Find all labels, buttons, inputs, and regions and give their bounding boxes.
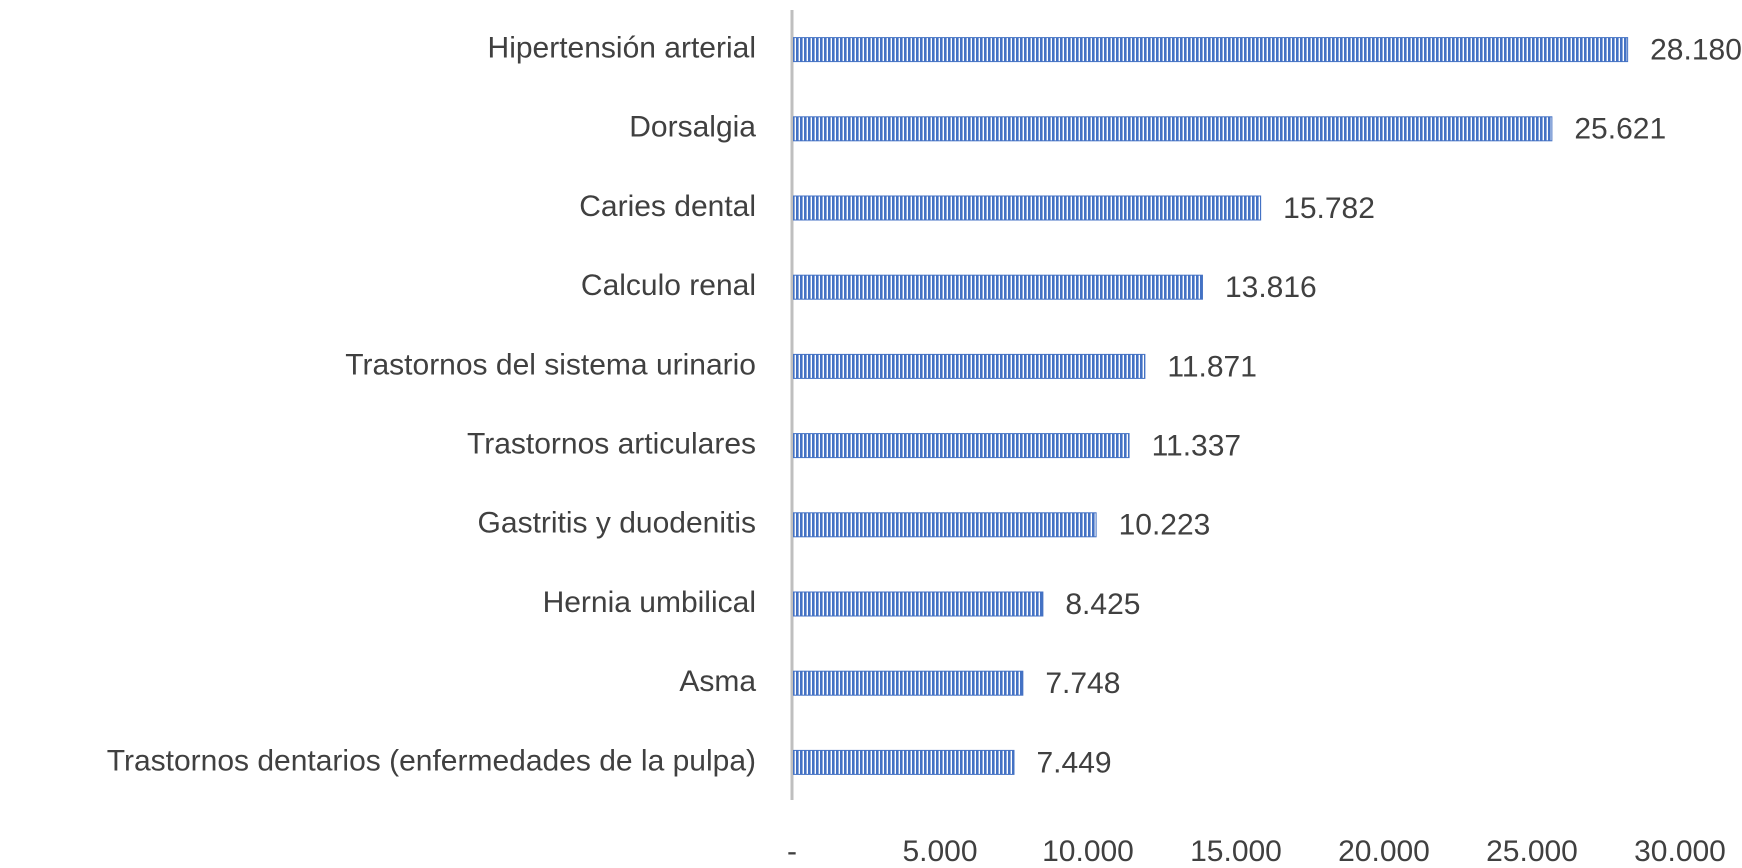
x-tick-label: 20.000 (1338, 835, 1430, 868)
y-tick-label: Gastritis y duodenitis (478, 507, 756, 540)
bar (793, 749, 1015, 775)
data-label: 7.449 (1036, 746, 1111, 779)
data-label: 13.816 (1225, 271, 1317, 304)
y-tick-label: Caries dental (579, 190, 756, 223)
data-label: 10.223 (1119, 509, 1211, 542)
y-tick-label: Calculo renal (581, 269, 756, 302)
y-tick-label: Trastornos dentarios (enfermedades de la… (107, 744, 756, 777)
y-tick-label: Hernia umbilical (543, 586, 756, 619)
bar (793, 195, 1262, 221)
bar (793, 116, 1553, 142)
data-label: 8.425 (1065, 588, 1140, 621)
x-tick-label: 5.000 (902, 835, 977, 868)
bar (793, 591, 1044, 617)
x-tick-label: 25.000 (1486, 835, 1578, 868)
y-tick-label: Hipertensión arterial (488, 32, 756, 65)
x-tick-label: 10.000 (1042, 835, 1134, 868)
bar (793, 670, 1024, 696)
bar (793, 512, 1097, 538)
y-tick-label: Asma (679, 665, 756, 698)
data-label: 7.748 (1045, 667, 1120, 700)
y-tick-label: Dorsalgia (629, 111, 756, 144)
data-label: 25.621 (1574, 113, 1666, 146)
data-label: 28.180 (1650, 34, 1742, 67)
data-label: 11.337 (1152, 430, 1242, 463)
data-label: 15.782 (1283, 192, 1375, 225)
bar (793, 37, 1629, 63)
x-tick-label: 15.000 (1190, 835, 1282, 868)
x-tick-label: 30.000 (1634, 835, 1726, 868)
bar (793, 433, 1130, 459)
bar (793, 353, 1146, 379)
y-tick-label: Trastornos del sistema urinario (345, 348, 756, 381)
y-tick-label: Trastornos articulares (467, 428, 756, 461)
bar (793, 274, 1203, 300)
x-tick-label: - (787, 835, 797, 868)
data-label: 11.871 (1167, 350, 1257, 383)
